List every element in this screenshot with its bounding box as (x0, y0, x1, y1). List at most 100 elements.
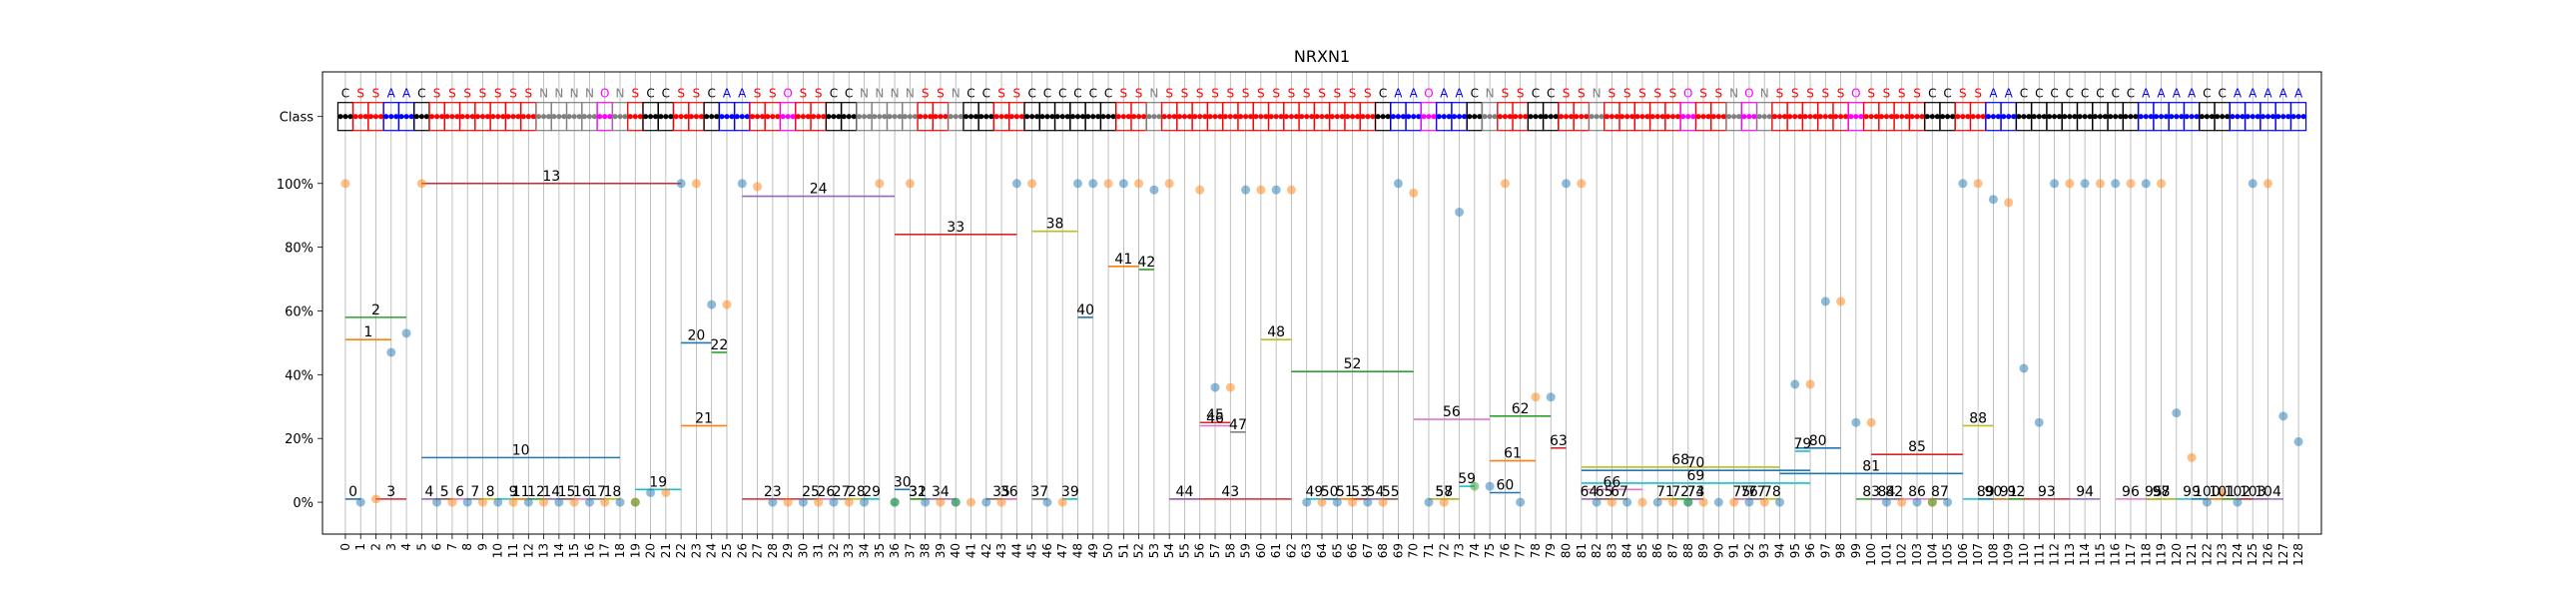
data-point (1577, 179, 1587, 189)
class-dot (1441, 114, 1447, 120)
segment-label: 65 (1596, 484, 1613, 500)
x-tick-label: 25 (720, 543, 734, 558)
class-dot (1003, 114, 1009, 120)
data-point (1011, 179, 1021, 189)
class-cell: S (1863, 87, 1880, 132)
data-point (814, 497, 824, 507)
y-axis: Class 0% 20% 40% 60% 80% 100% (277, 111, 322, 511)
class-dot (1339, 114, 1345, 120)
class-dot (1609, 114, 1614, 120)
class-dot (872, 114, 878, 120)
segment-label: 94 (2076, 484, 2094, 500)
data-points (340, 179, 2303, 507)
class-dot (1568, 114, 1575, 120)
class-dot (2275, 114, 2281, 120)
data-point (1683, 497, 1693, 507)
data-point (875, 179, 885, 189)
class-dot (821, 114, 827, 120)
class-dot (1787, 114, 1793, 120)
segment-label: 66 (1603, 474, 1620, 490)
data-point (493, 497, 503, 507)
x-tick-label: 102 (1895, 543, 1909, 566)
class-dot (1955, 114, 1961, 120)
x-tick-label: 89 (1696, 543, 1710, 558)
x-tick-label: 109 (2002, 543, 2016, 566)
class-dot (1395, 114, 1402, 120)
class-letter: S (800, 87, 808, 101)
x-tick-label: 87 (1665, 543, 1679, 558)
class-dot (1771, 114, 1778, 120)
segment-label: 16 (573, 484, 591, 500)
class-dot (2245, 114, 2251, 120)
class-dot (1944, 114, 1951, 120)
class-cell: C (963, 87, 979, 132)
class-dot (2204, 114, 2210, 120)
data-point (981, 497, 991, 507)
class-letter: S (1974, 87, 1982, 101)
class-dot (1589, 114, 1595, 120)
class-dot (2138, 114, 2144, 120)
data-point (554, 497, 564, 507)
segment-label: 41 (1114, 252, 1132, 268)
x-tick-label: 115 (2093, 543, 2107, 566)
x-tick-label: 51 (1116, 543, 1130, 558)
class-letter: C (1928, 87, 1936, 101)
data-point (905, 179, 915, 189)
class-dot (1685, 114, 1691, 120)
class-dot (1528, 114, 1534, 120)
class-letter: A (2249, 87, 2257, 101)
x-tick-label: 30 (796, 543, 810, 558)
class-dot (739, 114, 745, 120)
x-tick-label: 60 (1254, 543, 1268, 558)
x-tick-label: 88 (1681, 543, 1695, 558)
class-dot (602, 114, 608, 120)
x-tick-label: 94 (1772, 543, 1786, 558)
class-dot (2062, 114, 2068, 120)
class-cell: C (2015, 87, 2033, 132)
x-tick-label: 79 (1544, 543, 1558, 558)
class-dot (1013, 114, 1019, 120)
segment-label: 82 (1885, 484, 1903, 500)
x-tick-label: 47 (1055, 543, 1069, 558)
class-dot (1242, 114, 1249, 120)
segment-label: 4 (425, 484, 434, 500)
x-tick-label: 41 (965, 543, 978, 558)
class-dot (2163, 114, 2170, 120)
data-point (2248, 179, 2257, 189)
class-letter: C (982, 87, 990, 101)
class-dot (1553, 114, 1559, 120)
segment-label: 61 (1504, 446, 1522, 462)
class-dot (388, 114, 394, 120)
class-dot (1705, 114, 1711, 120)
class-letter: S (1226, 87, 1234, 101)
class-dot (2031, 114, 2037, 120)
segment-label: 74 (1687, 484, 1705, 500)
class-dot (1166, 114, 1172, 120)
class-dot (1781, 114, 1788, 120)
x-tick-label: 1 (353, 543, 367, 551)
data-point (2202, 497, 2212, 507)
segment-label: 39 (1061, 484, 1079, 500)
data-point (1637, 497, 1647, 507)
class-dot (1507, 114, 1513, 120)
segment-label: 24 (810, 182, 828, 198)
data-point (1774, 497, 1784, 507)
data-point (1546, 392, 1556, 402)
class-letter: C (1089, 87, 1097, 101)
x-tick-label: 105 (1941, 543, 1955, 566)
class-dot (393, 114, 399, 120)
data-point (1988, 195, 1998, 205)
class-letter: O (1744, 87, 1753, 101)
class-dot (1761, 114, 1767, 120)
segment-label: 78 (1763, 484, 1781, 500)
class-dot (434, 114, 440, 120)
class-cell: N (611, 87, 629, 132)
x-tick-label: 74 (1468, 543, 1482, 558)
data-point (630, 497, 640, 507)
data-point (1302, 497, 1312, 507)
class-dot (963, 114, 969, 120)
class-dot (2026, 114, 2032, 120)
class-letter: N (891, 87, 900, 101)
class-dot (1329, 114, 1335, 120)
